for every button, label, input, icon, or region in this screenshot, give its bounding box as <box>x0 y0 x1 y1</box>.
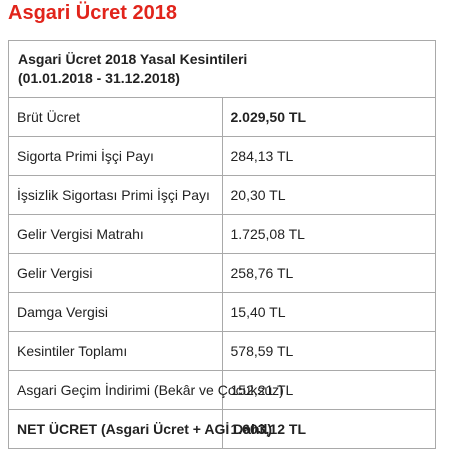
table-row: Gelir Vergisi Matrahı 1.725,08 TL <box>8 214 436 254</box>
table-row: Sigorta Primi İşçi Payı 284,13 TL <box>8 136 436 176</box>
row-label: Gelir Vergisi <box>8 253 223 293</box>
row-value: 2.029,50 TL <box>221 97 436 137</box>
page-title: Asgari Ücret 2018 <box>8 2 177 24</box>
row-value: 152,21 TL <box>221 370 436 410</box>
row-label: Kesintiler Toplamı <box>8 331 223 371</box>
table-header-row: Asgari Ücret 2018 Yasal Kesintileri (01.… <box>8 40 436 98</box>
table-header-period: (01.01.2018 - 31.12.2018) <box>18 70 180 86</box>
table-row: Kesintiler Toplamı 578,59 TL <box>8 331 436 371</box>
table-row: Gelir Vergisi 258,76 TL <box>8 253 436 293</box>
row-label: Asgari Geçim İndirimi (Bekâr ve Çocuksuz… <box>8 370 284 410</box>
row-label: İşsizlik Sigortası Primi İşçi Payı <box>8 175 223 215</box>
table-row: İşsizlik Sigortası Primi İşçi Payı 20,30… <box>8 175 436 215</box>
table-header: Asgari Ücret 2018 Yasal Kesintileri (01.… <box>8 40 436 98</box>
row-value: 258,76 TL <box>221 253 436 293</box>
table-row: Asgari Geçim İndirimi (Bekâr ve Çocuksuz… <box>8 370 436 410</box>
table-row: Damga Vergisi 15,40 TL <box>8 292 436 332</box>
row-value: 20,30 TL <box>221 175 436 215</box>
table-row-net-total: NET ÜCRET (Asgari Ücret + AGİ Dahil) 1.6… <box>8 409 436 449</box>
row-label: Brüt Ücret <box>8 97 223 137</box>
row-value: 1.725,08 TL <box>221 214 436 254</box>
row-label: Gelir Vergisi Matrahı <box>8 214 223 254</box>
row-value: 1.603,12 TL <box>221 409 436 449</box>
table-row: Brüt Ücret 2.029,50 TL <box>8 97 436 137</box>
row-value: 284,13 TL <box>221 136 436 176</box>
row-value: 15,40 TL <box>221 292 436 332</box>
row-label: NET ÜCRET (Asgari Ücret + AGİ Dahil) <box>8 409 272 449</box>
row-label: Sigorta Primi İşçi Payı <box>8 136 223 176</box>
row-label: Damga Vergisi <box>8 292 223 332</box>
table-header-title: Asgari Ücret 2018 Yasal Kesintileri <box>18 51 248 67</box>
minimum-wage-table: Asgari Ücret 2018 Yasal Kesintileri (01.… <box>8 40 436 449</box>
row-value: 578,59 TL <box>221 331 436 371</box>
